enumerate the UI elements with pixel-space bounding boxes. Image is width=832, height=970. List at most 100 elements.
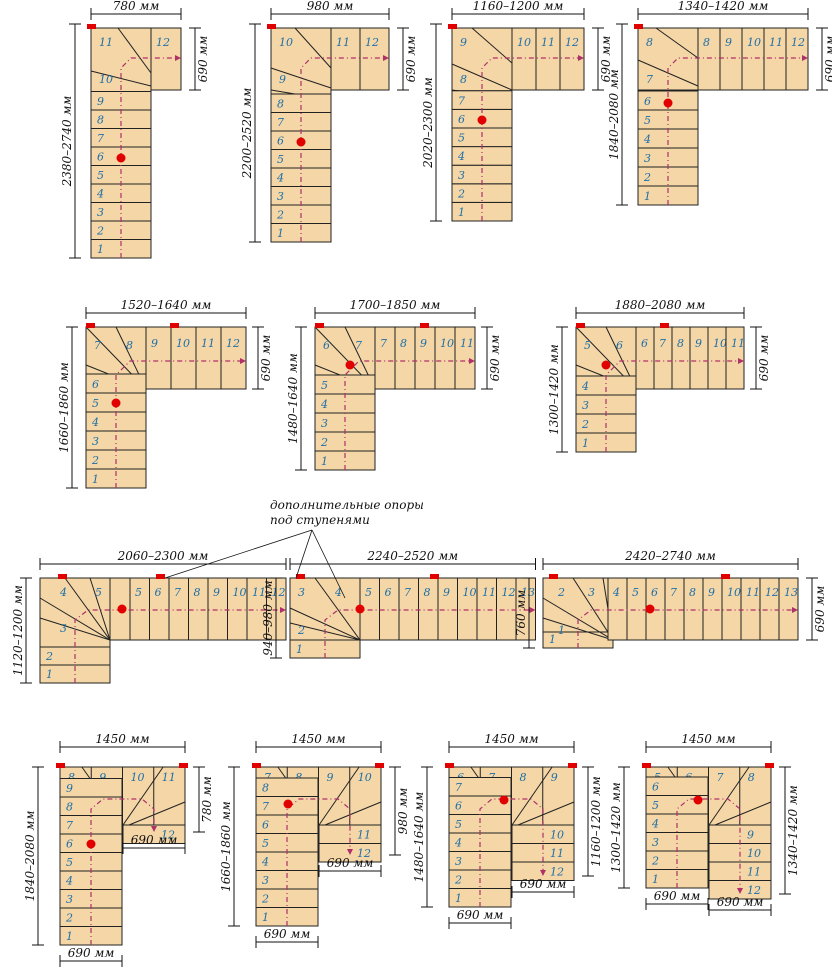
dimension-label: 1450 мм bbox=[681, 732, 735, 746]
step-number: 11 bbox=[482, 586, 496, 599]
walking-arrow bbox=[802, 55, 808, 61]
annotation-leader bbox=[311, 529, 346, 599]
step-number: 2 bbox=[261, 893, 269, 906]
step-number: 11 bbox=[550, 847, 564, 860]
step-number: 10 bbox=[747, 847, 761, 860]
support-post-marker bbox=[170, 323, 179, 328]
step-number: 4 bbox=[651, 818, 659, 831]
step-number: 6 bbox=[92, 378, 99, 391]
annotation-leader bbox=[164, 529, 313, 579]
step-number: 5 bbox=[455, 818, 462, 831]
support-post-marker bbox=[765, 763, 774, 768]
step-number: 2 bbox=[557, 586, 565, 599]
step-number: 5 bbox=[458, 132, 465, 145]
step-number: 2 bbox=[96, 225, 104, 238]
support-post-marker bbox=[430, 574, 439, 579]
step-number: 1 bbox=[458, 206, 465, 219]
winder-line bbox=[542, 617, 614, 641]
step-number: 3 bbox=[582, 399, 589, 412]
dimension-label: 690 мм bbox=[599, 36, 613, 83]
step-number: 9 bbox=[747, 829, 754, 842]
step-number: 10 bbox=[99, 73, 113, 86]
center-point-marker bbox=[345, 360, 355, 370]
step-number: 9 bbox=[66, 782, 73, 795]
step-number: 5 bbox=[584, 339, 591, 352]
dimension-label: 1450 мм bbox=[291, 732, 345, 746]
step-number: 11 bbox=[460, 337, 474, 350]
walking-arrow bbox=[151, 826, 157, 832]
step-number: 9 bbox=[460, 36, 467, 49]
step-number: 7 bbox=[174, 586, 181, 599]
walking-arrow bbox=[280, 607, 286, 613]
winder-line bbox=[714, 801, 772, 826]
winder-line bbox=[511, 766, 553, 826]
support-post-marker bbox=[58, 574, 67, 579]
step-number: 11 bbox=[252, 586, 266, 599]
winder-line bbox=[128, 801, 186, 826]
step-number: 10 bbox=[440, 337, 454, 350]
step-number: 1 bbox=[455, 892, 462, 905]
step bbox=[725, 326, 745, 390]
dimension-label: 2060–2300 мм bbox=[117, 549, 209, 563]
step-number: 3 bbox=[644, 152, 651, 165]
step-number: 5 bbox=[277, 153, 284, 166]
step-number: 7 bbox=[670, 586, 677, 599]
walking-line bbox=[115, 360, 242, 488]
step-number: 7 bbox=[262, 800, 269, 813]
walking-line bbox=[90, 798, 155, 945]
step-number: 5 bbox=[97, 169, 104, 182]
winder-line bbox=[655, 27, 699, 59]
step-number: 4 bbox=[612, 586, 620, 599]
step-number: 4 bbox=[334, 586, 342, 599]
winder-line bbox=[122, 766, 164, 826]
step-number: 3 bbox=[321, 417, 328, 430]
step-number: 6 bbox=[616, 339, 623, 352]
step-number: 1 bbox=[296, 643, 303, 656]
support-post-marker bbox=[721, 574, 730, 579]
step-number: 4 bbox=[320, 398, 328, 411]
step bbox=[170, 326, 197, 390]
step-number: 6 bbox=[323, 339, 330, 352]
center-point-marker bbox=[663, 98, 673, 108]
dimension-label: 2020–2300 мм bbox=[421, 77, 435, 169]
step-number: 7 bbox=[458, 94, 465, 107]
winder-line bbox=[708, 766, 750, 826]
step-number: 4 bbox=[261, 856, 269, 869]
walking-arrow bbox=[469, 358, 475, 364]
walking-arrow bbox=[540, 870, 546, 876]
step bbox=[330, 27, 361, 91]
step-number: 3 bbox=[455, 855, 462, 868]
winder-line bbox=[572, 577, 614, 641]
step-number: 9 bbox=[695, 337, 702, 350]
step-number: 2 bbox=[454, 874, 462, 887]
walking-line bbox=[481, 57, 580, 221]
step-number: 10 bbox=[517, 36, 531, 49]
step-number: 3 bbox=[277, 190, 284, 203]
winder-line bbox=[314, 577, 361, 641]
dimension-label: 690 мм bbox=[654, 889, 701, 903]
step-number: 3 bbox=[588, 586, 595, 599]
walking-arrow bbox=[383, 55, 389, 61]
step-number: 4 bbox=[65, 875, 73, 888]
winder-line bbox=[64, 577, 111, 641]
step-number: 12 bbox=[565, 36, 579, 49]
step-number: 7 bbox=[66, 819, 73, 832]
center-point-marker bbox=[693, 795, 703, 805]
step bbox=[220, 326, 247, 390]
step-number: 12 bbox=[502, 586, 516, 599]
walking-arrow bbox=[737, 888, 743, 894]
step-number: 11 bbox=[769, 36, 783, 49]
dimension-label: 1340–1420 мм bbox=[786, 785, 800, 876]
step-number: 6 bbox=[385, 586, 392, 599]
support-post-marker bbox=[179, 763, 188, 768]
step-number: 9 bbox=[151, 337, 158, 350]
winder-line bbox=[289, 607, 361, 641]
step-number: 12 bbox=[156, 36, 170, 49]
step-number: 10 bbox=[358, 771, 372, 784]
step-number: 9 bbox=[725, 36, 732, 49]
step-number: 3 bbox=[66, 893, 73, 906]
step-number: 5 bbox=[135, 586, 142, 599]
walking-arrow bbox=[240, 358, 246, 364]
dimension-label: 690 мм bbox=[457, 908, 504, 922]
winder-line bbox=[39, 617, 111, 641]
